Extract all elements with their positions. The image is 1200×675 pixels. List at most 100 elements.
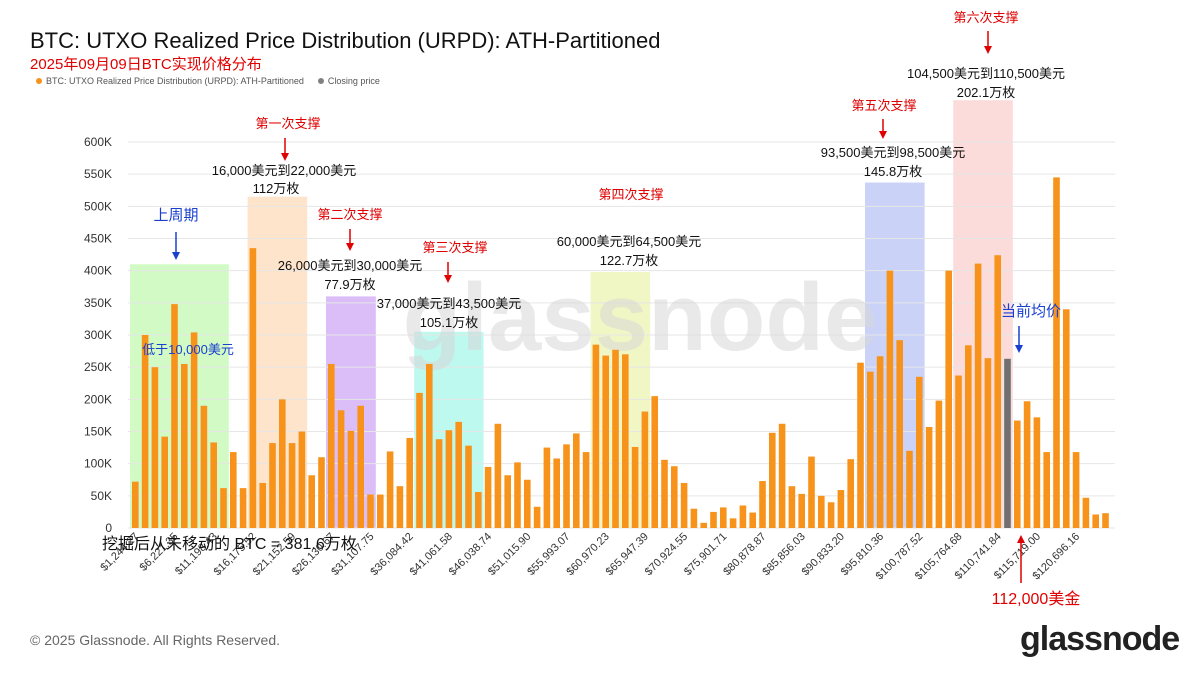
urpd-bar[interactable] bbox=[1072, 452, 1080, 528]
urpd-bar[interactable] bbox=[553, 458, 560, 528]
urpd-bar[interactable] bbox=[671, 466, 678, 528]
urpd-bar[interactable] bbox=[494, 423, 502, 528]
urpd-bar[interactable] bbox=[769, 432, 776, 528]
urpd-bar[interactable] bbox=[965, 345, 972, 528]
urpd-bar[interactable] bbox=[582, 452, 590, 528]
urpd-bar[interactable] bbox=[1043, 452, 1050, 528]
urpd-bar[interactable] bbox=[132, 481, 139, 528]
urpd-bar[interactable] bbox=[857, 362, 864, 528]
urpd-bar[interactable] bbox=[1102, 513, 1109, 528]
urpd-bar[interactable] bbox=[1014, 420, 1021, 528]
urpd-bar[interactable] bbox=[504, 475, 511, 528]
urpd-bar[interactable] bbox=[886, 270, 894, 528]
urpd-bar[interactable] bbox=[778, 423, 786, 528]
urpd-bar[interactable] bbox=[945, 270, 952, 528]
urpd-bar[interactable] bbox=[318, 457, 325, 528]
urpd-bar[interactable] bbox=[808, 456, 815, 528]
urpd-bar[interactable] bbox=[357, 405, 364, 528]
urpd-bar[interactable] bbox=[220, 488, 227, 528]
urpd-bar[interactable] bbox=[475, 491, 482, 528]
urpd-bar[interactable] bbox=[876, 356, 884, 528]
urpd-bar[interactable] bbox=[739, 505, 747, 528]
urpd-bar[interactable] bbox=[906, 450, 913, 528]
urpd-bar[interactable] bbox=[288, 443, 296, 528]
urpd-bar[interactable] bbox=[651, 396, 658, 528]
urpd-bar[interactable] bbox=[798, 493, 805, 528]
urpd-bar[interactable] bbox=[749, 512, 756, 528]
urpd-bar[interactable] bbox=[867, 371, 874, 528]
urpd-bar[interactable] bbox=[1033, 417, 1041, 528]
urpd-bar[interactable] bbox=[710, 511, 717, 528]
urpd-bar[interactable] bbox=[484, 466, 492, 528]
urpd-bar[interactable] bbox=[641, 411, 649, 528]
urpd-bar[interactable] bbox=[984, 358, 992, 528]
urpd-bar[interactable] bbox=[367, 494, 374, 528]
urpd-bar[interactable] bbox=[896, 340, 903, 528]
urpd-bar[interactable] bbox=[592, 344, 600, 528]
urpd-bar[interactable] bbox=[435, 439, 443, 528]
urpd-bar[interactable] bbox=[700, 522, 707, 528]
urpd-bar[interactable] bbox=[680, 482, 688, 528]
urpd-bar[interactable] bbox=[514, 462, 521, 528]
urpd-bar[interactable] bbox=[994, 255, 1001, 528]
urpd-bar[interactable] bbox=[827, 502, 835, 528]
urpd-bar[interactable] bbox=[955, 375, 962, 528]
urpd-bar[interactable] bbox=[916, 376, 923, 528]
urpd-bar[interactable] bbox=[690, 508, 698, 528]
urpd-bar[interactable] bbox=[602, 355, 609, 528]
urpd-bar[interactable] bbox=[837, 490, 845, 528]
urpd-bar[interactable] bbox=[847, 459, 854, 528]
urpd-bar[interactable] bbox=[631, 446, 639, 528]
urpd-bar[interactable] bbox=[445, 430, 453, 528]
urpd-bar[interactable] bbox=[308, 475, 315, 528]
urpd-bar[interactable] bbox=[455, 421, 462, 528]
urpd-bar[interactable] bbox=[269, 443, 276, 528]
urpd-bar[interactable] bbox=[974, 263, 982, 528]
urpd-bar[interactable] bbox=[563, 444, 570, 528]
urpd-bar[interactable] bbox=[230, 452, 237, 528]
closing-price-bar[interactable] bbox=[1004, 358, 1011, 528]
urpd-bar[interactable] bbox=[1063, 309, 1070, 528]
urpd-bar[interactable] bbox=[161, 436, 168, 528]
urpd-bar[interactable] bbox=[377, 494, 384, 528]
urpd-bar[interactable] bbox=[386, 451, 394, 528]
urpd-bar[interactable] bbox=[465, 445, 472, 528]
urpd-bar[interactable] bbox=[1092, 514, 1099, 528]
urpd-bar[interactable] bbox=[759, 481, 766, 528]
urpd-bar[interactable] bbox=[347, 430, 355, 528]
urpd-bar[interactable] bbox=[416, 392, 423, 528]
urpd-bar[interactable] bbox=[190, 332, 198, 528]
urpd-bar[interactable] bbox=[200, 405, 208, 528]
urpd-bar[interactable] bbox=[622, 354, 629, 528]
urpd-bar[interactable] bbox=[573, 433, 580, 528]
urpd-bar[interactable] bbox=[788, 486, 796, 528]
urpd-bar[interactable] bbox=[524, 479, 531, 528]
urpd-bar[interactable] bbox=[171, 304, 178, 528]
urpd-bar[interactable] bbox=[1023, 401, 1031, 528]
urpd-bar[interactable] bbox=[249, 248, 257, 528]
urpd-bar[interactable] bbox=[406, 437, 413, 528]
urpd-bar[interactable] bbox=[279, 399, 286, 528]
urpd-bar[interactable] bbox=[426, 363, 433, 528]
urpd-bar[interactable] bbox=[151, 367, 159, 528]
urpd-bar[interactable] bbox=[328, 363, 335, 528]
urpd-bar[interactable] bbox=[396, 486, 404, 528]
urpd-bar[interactable] bbox=[210, 442, 217, 528]
urpd-bar[interactable] bbox=[181, 363, 188, 528]
urpd-bar[interactable] bbox=[925, 426, 933, 528]
legend-item-closing-price[interactable]: Closing price bbox=[317, 76, 380, 86]
urpd-bar[interactable] bbox=[1053, 177, 1060, 528]
urpd-bar[interactable] bbox=[141, 335, 149, 528]
urpd-bar[interactable] bbox=[729, 518, 737, 528]
urpd-bar[interactable] bbox=[612, 349, 619, 528]
urpd-bar[interactable] bbox=[935, 400, 943, 528]
urpd-bar[interactable] bbox=[818, 495, 825, 528]
urpd-bar[interactable] bbox=[543, 447, 551, 528]
urpd-bar[interactable] bbox=[533, 506, 541, 528]
legend-item-urpd[interactable]: BTC: UTXO Realized Price Distribution (U… bbox=[36, 76, 304, 86]
urpd-bar[interactable] bbox=[661, 459, 668, 528]
urpd-bar[interactable] bbox=[298, 431, 306, 529]
urpd-bar[interactable] bbox=[259, 482, 266, 528]
urpd-bar[interactable] bbox=[239, 488, 247, 528]
urpd-bar[interactable] bbox=[1082, 497, 1090, 528]
